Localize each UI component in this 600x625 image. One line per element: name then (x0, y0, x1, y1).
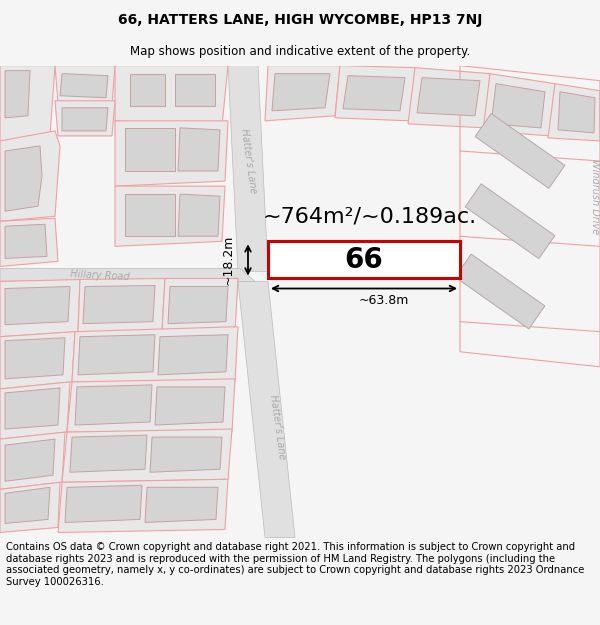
Polygon shape (155, 387, 225, 425)
Polygon shape (125, 128, 175, 171)
Polygon shape (335, 66, 415, 121)
Polygon shape (558, 92, 595, 133)
Polygon shape (0, 332, 75, 389)
Polygon shape (5, 146, 42, 211)
Polygon shape (0, 279, 238, 327)
Polygon shape (115, 186, 225, 246)
Text: ~63.8m: ~63.8m (359, 294, 409, 307)
Polygon shape (145, 488, 218, 522)
Polygon shape (83, 286, 155, 324)
Polygon shape (150, 437, 222, 472)
Polygon shape (70, 435, 147, 472)
Text: 66, HATTERS LANE, HIGH WYCOMBE, HP13 7NJ: 66, HATTERS LANE, HIGH WYCOMBE, HP13 7NJ (118, 12, 482, 27)
Polygon shape (78, 335, 155, 375)
Polygon shape (72, 327, 238, 382)
Text: Hillary Road: Hillary Road (70, 269, 130, 282)
Polygon shape (125, 194, 175, 236)
Text: ~764m²/~0.189ac.: ~764m²/~0.189ac. (263, 206, 477, 226)
Polygon shape (175, 74, 215, 106)
Polygon shape (343, 76, 405, 111)
Polygon shape (465, 184, 555, 259)
Polygon shape (272, 74, 330, 111)
Polygon shape (178, 128, 220, 171)
Polygon shape (75, 385, 152, 425)
Polygon shape (162, 279, 238, 332)
Polygon shape (475, 114, 565, 188)
Polygon shape (5, 439, 55, 481)
Polygon shape (0, 482, 60, 532)
Polygon shape (5, 224, 47, 258)
Polygon shape (5, 388, 60, 429)
Polygon shape (55, 101, 115, 136)
Polygon shape (62, 429, 232, 483)
Polygon shape (58, 479, 228, 532)
Polygon shape (5, 71, 30, 118)
Polygon shape (238, 281, 295, 538)
Polygon shape (178, 194, 220, 236)
Polygon shape (5, 338, 65, 379)
Polygon shape (130, 74, 165, 106)
Polygon shape (115, 66, 228, 126)
Polygon shape (0, 131, 60, 221)
Polygon shape (55, 66, 115, 106)
Polygon shape (228, 66, 268, 271)
Bar (268, 241, 460, 279)
Polygon shape (5, 286, 70, 324)
Polygon shape (78, 279, 165, 332)
Polygon shape (0, 382, 70, 439)
Text: ~18.2m: ~18.2m (221, 235, 235, 285)
Polygon shape (483, 74, 555, 136)
Polygon shape (0, 218, 58, 266)
Text: Windrush Drive: Windrush Drive (590, 159, 600, 234)
Text: Hatter's Lane: Hatter's Lane (268, 394, 287, 460)
Polygon shape (408, 68, 490, 128)
Polygon shape (548, 84, 600, 141)
Polygon shape (417, 78, 480, 116)
Polygon shape (0, 268, 255, 281)
Polygon shape (65, 485, 142, 522)
Text: Hatter's Lane: Hatter's Lane (239, 128, 259, 194)
Text: 66: 66 (344, 246, 383, 274)
Text: Map shows position and indicative extent of the property.: Map shows position and indicative extent… (130, 45, 470, 58)
Polygon shape (0, 66, 55, 146)
Polygon shape (491, 84, 545, 128)
Polygon shape (60, 74, 108, 98)
Polygon shape (455, 254, 545, 329)
Polygon shape (67, 379, 235, 432)
Polygon shape (158, 335, 228, 375)
Polygon shape (0, 279, 80, 337)
Polygon shape (168, 286, 228, 324)
Polygon shape (0, 432, 65, 489)
Polygon shape (5, 488, 50, 524)
Polygon shape (115, 121, 228, 186)
Polygon shape (265, 66, 340, 121)
Polygon shape (62, 107, 108, 131)
Text: Contains OS data © Crown copyright and database right 2021. This information is : Contains OS data © Crown copyright and d… (6, 542, 584, 587)
